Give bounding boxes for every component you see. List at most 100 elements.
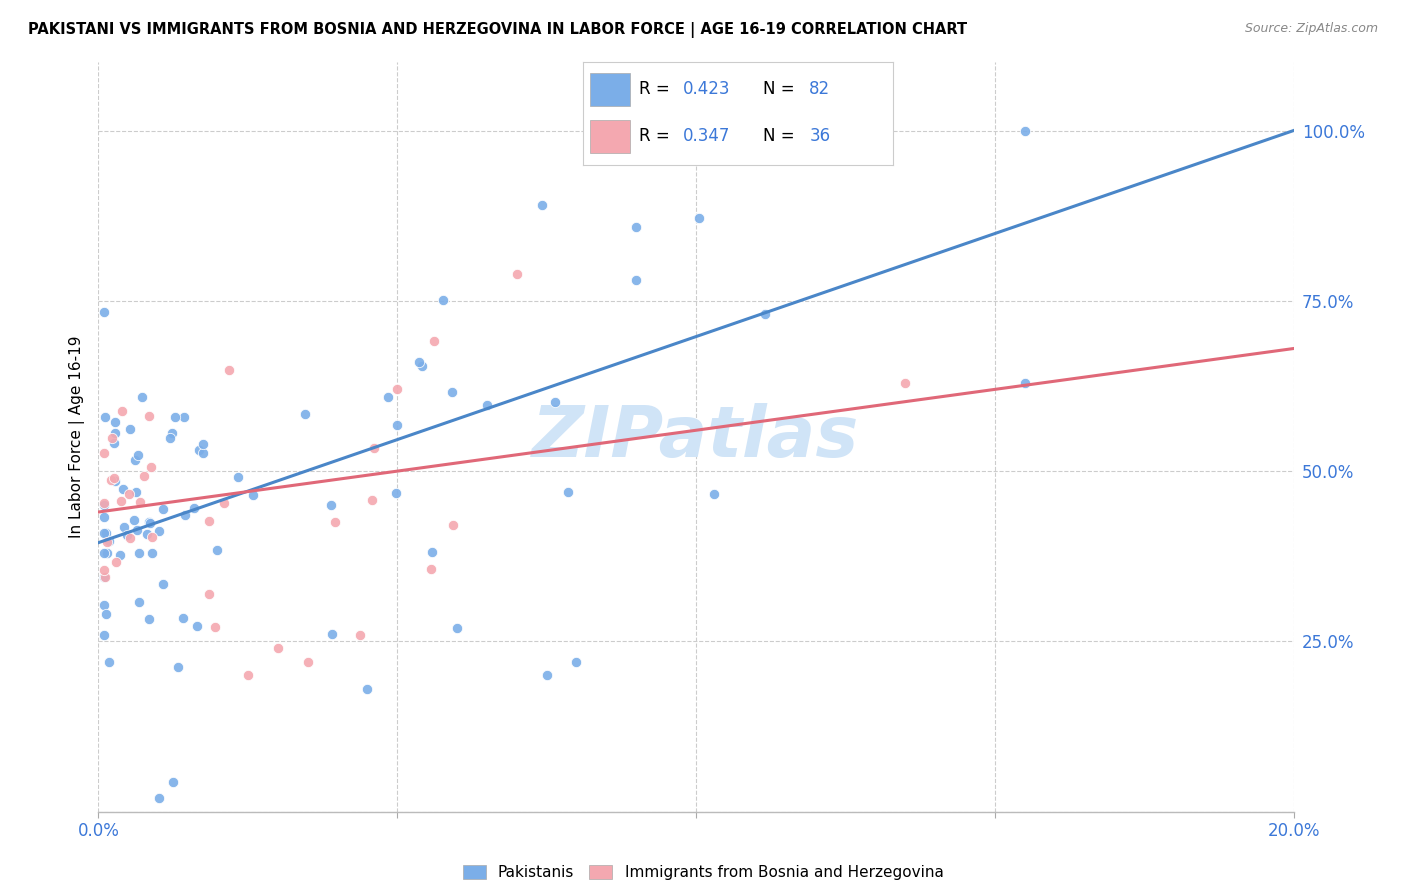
- Text: N =: N =: [763, 128, 800, 145]
- Point: [110, 494, 132, 508]
- Text: 36: 36: [810, 128, 831, 145]
- Point: [441, 385, 464, 400]
- Point: [162, 426, 184, 441]
- Point: [411, 359, 433, 373]
- Point: [152, 502, 174, 516]
- Point: [297, 655, 319, 669]
- Point: [122, 513, 145, 527]
- Point: [93, 562, 115, 576]
- Point: [132, 468, 155, 483]
- Point: [128, 546, 150, 560]
- Point: [118, 487, 141, 501]
- Point: [93, 628, 115, 642]
- Text: 82: 82: [810, 80, 831, 98]
- Point: [96, 546, 118, 560]
- Point: [688, 211, 710, 225]
- Point: [198, 514, 221, 528]
- Point: [198, 587, 221, 601]
- Point: [94, 570, 117, 584]
- Point: [565, 655, 588, 669]
- Point: [129, 495, 152, 509]
- Point: [530, 198, 553, 212]
- Point: [186, 619, 208, 633]
- Point: [536, 668, 558, 682]
- Point: [93, 445, 115, 459]
- Point: [111, 404, 134, 418]
- Point: [349, 628, 371, 642]
- Point: [162, 775, 184, 789]
- Point: [104, 415, 127, 429]
- Point: [321, 626, 343, 640]
- Point: [131, 390, 153, 404]
- Point: [385, 383, 409, 397]
- Point: [103, 471, 125, 485]
- Point: [557, 484, 579, 499]
- Point: [163, 409, 186, 424]
- Point: [108, 549, 131, 563]
- Point: [1014, 376, 1036, 390]
- Point: [385, 417, 409, 432]
- Point: [204, 620, 226, 634]
- Point: [159, 431, 181, 445]
- Point: [214, 496, 236, 510]
- Point: [127, 448, 149, 462]
- Point: [98, 533, 121, 548]
- Point: [141, 530, 163, 544]
- Point: [226, 470, 249, 484]
- Point: [754, 307, 776, 321]
- Point: [93, 570, 115, 584]
- Point: [174, 508, 197, 523]
- Point: [205, 542, 228, 557]
- Point: [408, 355, 430, 369]
- Point: [321, 498, 343, 512]
- FancyBboxPatch shape: [589, 120, 630, 153]
- Point: [267, 641, 290, 656]
- Text: PAKISTANI VS IMMIGRANTS FROM BOSNIA AND HERZEGOVINA IN LABOR FORCE | AGE 16-19 C: PAKISTANI VS IMMIGRANTS FROM BOSNIA AND …: [28, 22, 967, 38]
- Point: [138, 409, 160, 423]
- Point: [894, 376, 917, 390]
- Point: [422, 334, 444, 348]
- Point: [97, 655, 120, 669]
- Point: [101, 431, 124, 445]
- Point: [218, 363, 240, 377]
- Point: [172, 611, 194, 625]
- Point: [475, 398, 498, 412]
- Point: [446, 621, 468, 635]
- Point: [105, 555, 128, 569]
- Point: [104, 474, 127, 488]
- Point: [356, 682, 378, 697]
- Point: [377, 390, 399, 404]
- Point: [166, 660, 188, 674]
- Point: [139, 516, 162, 530]
- Text: N =: N =: [763, 80, 800, 98]
- Point: [115, 528, 138, 542]
- Point: [94, 410, 117, 425]
- Point: [138, 515, 160, 529]
- Point: [93, 496, 115, 510]
- Point: [103, 436, 125, 450]
- Point: [363, 441, 385, 455]
- Point: [136, 526, 159, 541]
- Point: [104, 426, 127, 441]
- Point: [432, 293, 454, 308]
- Point: [112, 520, 135, 534]
- Y-axis label: In Labor Force | Age 16-19: In Labor Force | Age 16-19: [69, 335, 86, 539]
- Point: [183, 500, 205, 515]
- Point: [148, 791, 170, 805]
- Point: [506, 267, 529, 281]
- Point: [323, 515, 346, 529]
- Point: [93, 598, 115, 612]
- Point: [94, 526, 117, 541]
- Point: [96, 535, 118, 549]
- Point: [187, 442, 209, 457]
- Point: [152, 576, 174, 591]
- Point: [385, 486, 408, 500]
- Point: [100, 473, 122, 487]
- Point: [544, 395, 567, 409]
- FancyBboxPatch shape: [589, 73, 630, 105]
- Text: Source: ZipAtlas.com: Source: ZipAtlas.com: [1244, 22, 1378, 36]
- Point: [93, 305, 115, 319]
- Point: [420, 545, 443, 559]
- Point: [1014, 123, 1036, 137]
- Point: [139, 459, 162, 474]
